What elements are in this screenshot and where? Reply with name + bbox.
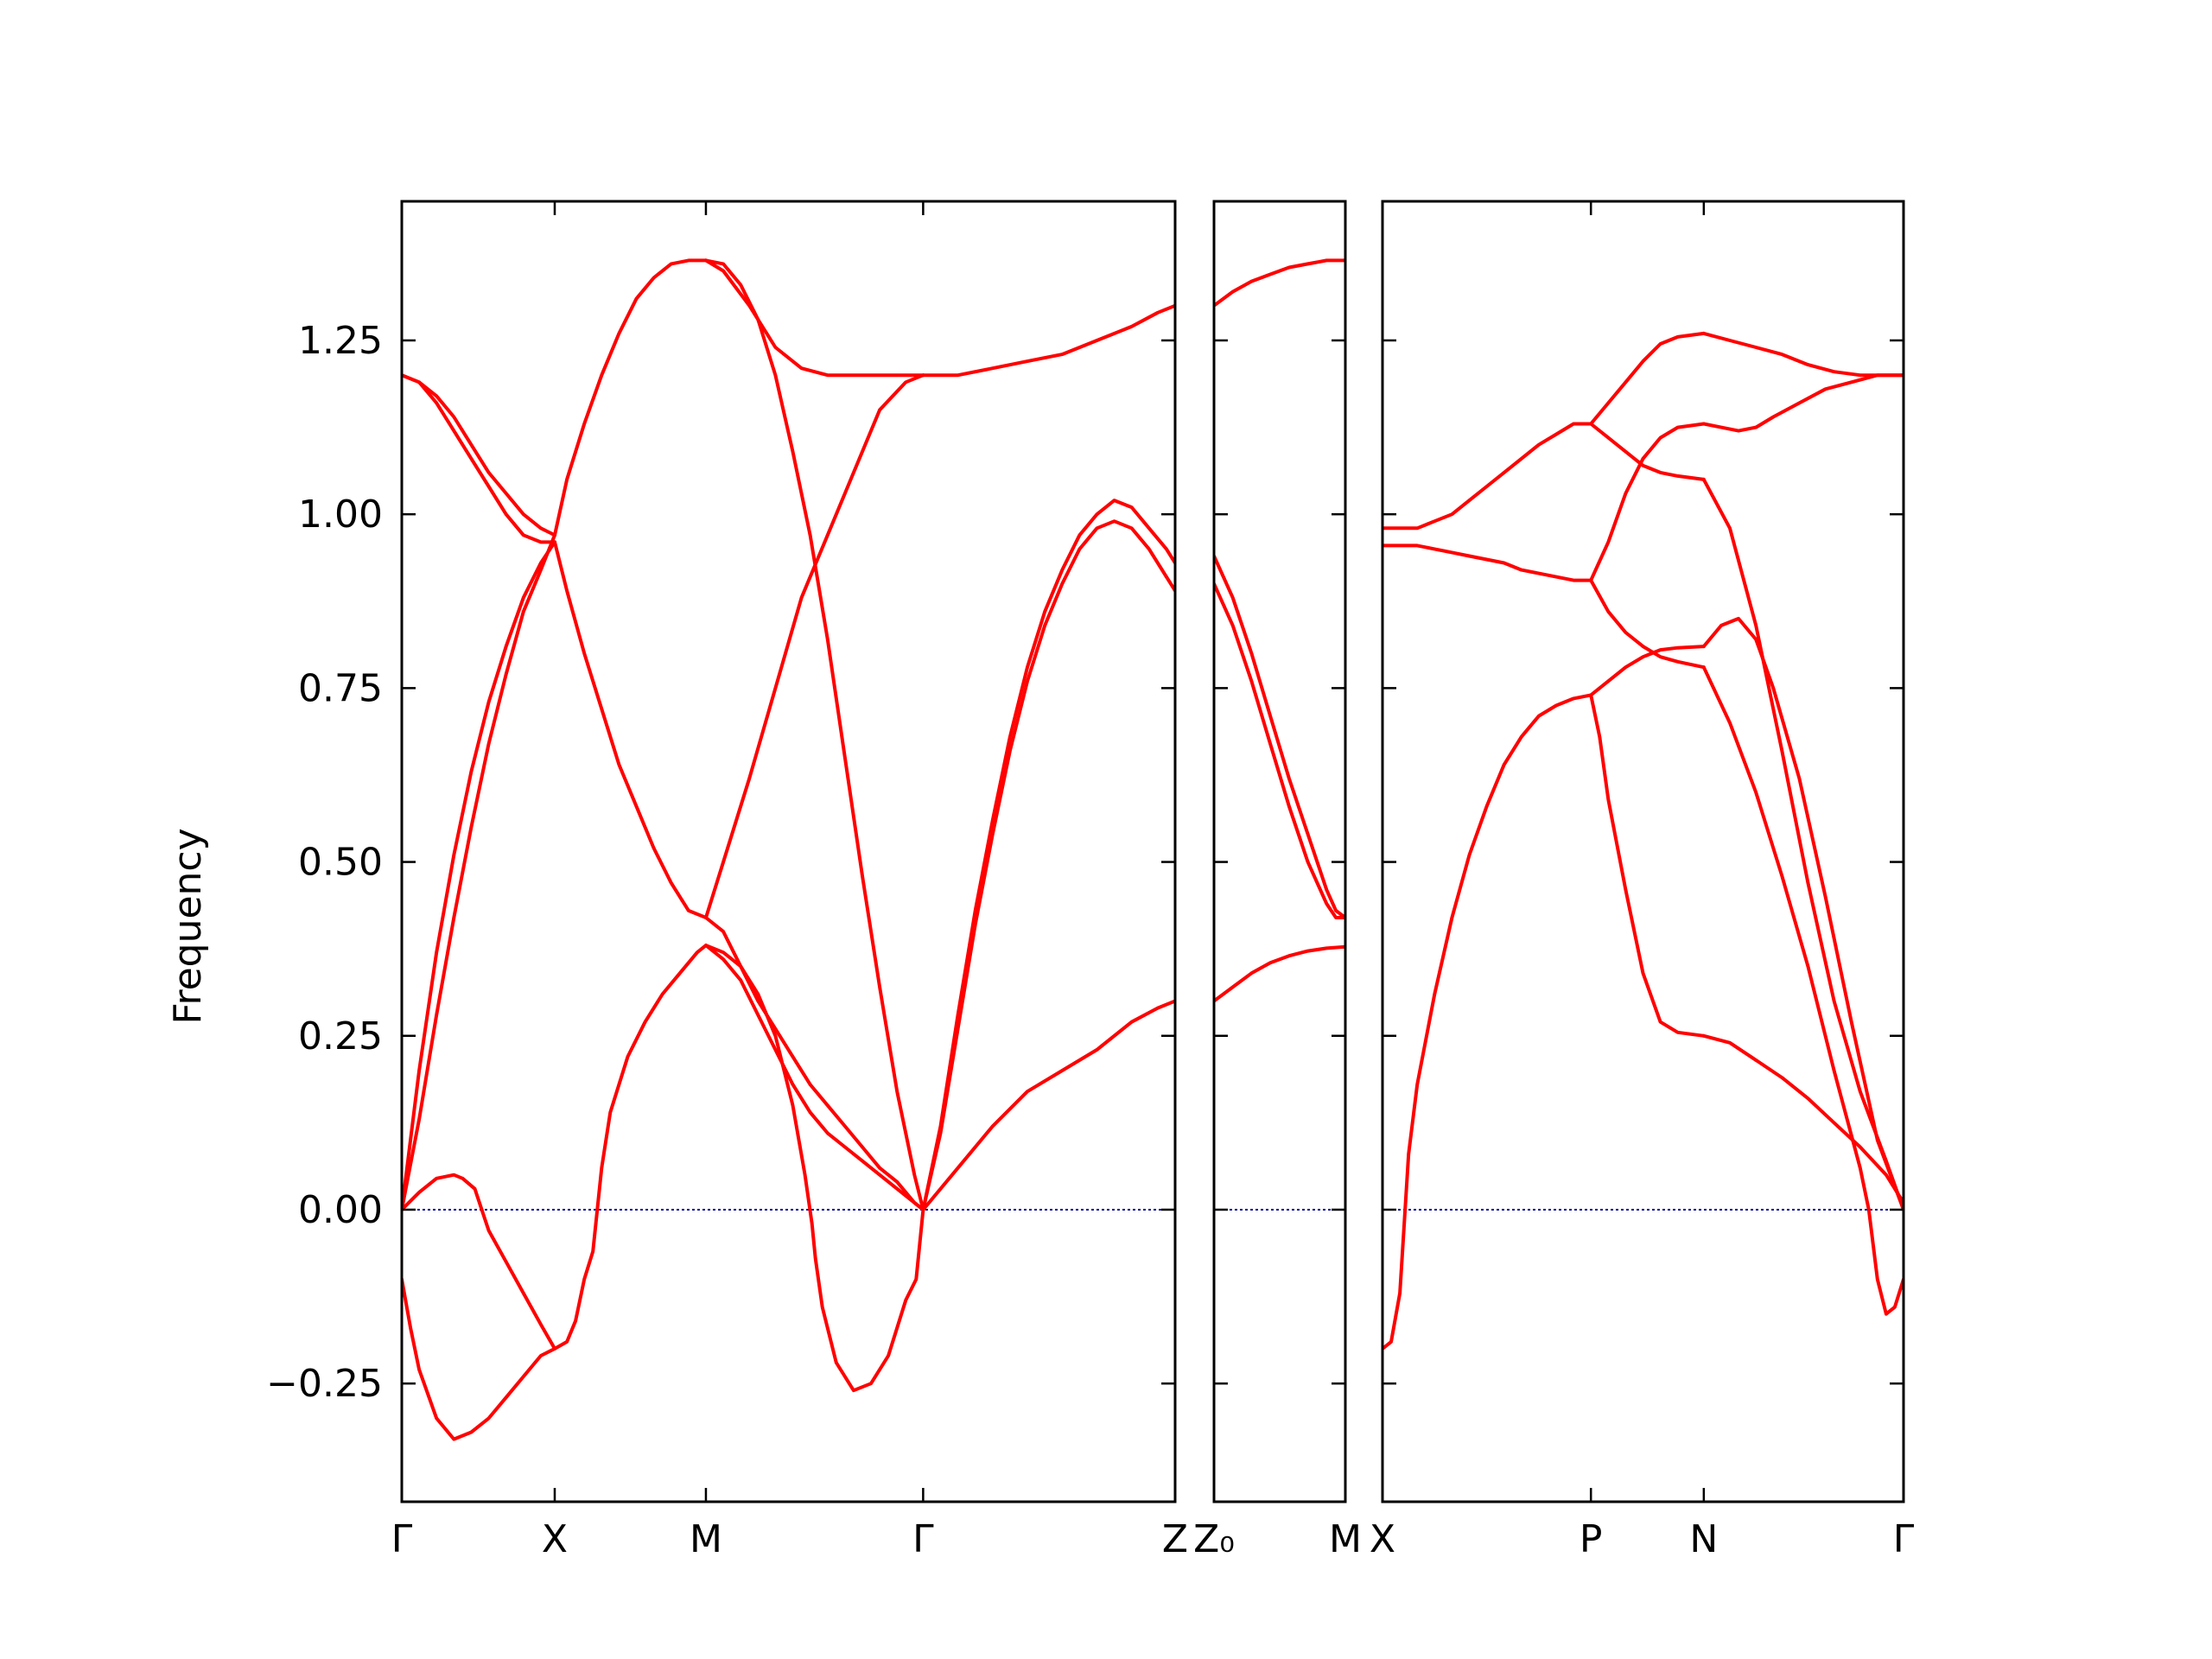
band-line-10 xyxy=(1701,331,1904,378)
band-line-14 xyxy=(1701,665,1904,1316)
band-line-11 xyxy=(1701,373,1904,433)
band-line-13 xyxy=(704,916,925,1211)
band-line-15 xyxy=(1701,1033,1904,1205)
x-tick-label: Γ xyxy=(391,1517,413,1561)
x-tick-label: M xyxy=(1329,1517,1362,1561)
band-line-3 xyxy=(402,540,556,1211)
x-tick-label: Z₀ xyxy=(1193,1517,1235,1561)
band-line-18 xyxy=(921,499,1175,1211)
band-line-4 xyxy=(1589,331,1706,426)
y-axis-label: Frequency xyxy=(166,828,210,1024)
band-line-9 xyxy=(553,944,708,1351)
band-line-8 xyxy=(553,258,708,537)
band-line-17 xyxy=(921,303,1175,378)
x-tick-label: M xyxy=(690,1517,722,1561)
y-tick-label: −0.25 xyxy=(266,1362,383,1406)
band-line-4 xyxy=(1214,944,1345,1003)
band-line-10 xyxy=(704,373,925,919)
band-line-1 xyxy=(1214,258,1345,308)
x-tick-label: X xyxy=(542,1517,568,1561)
band-line-15 xyxy=(704,944,925,1393)
band-line-8 xyxy=(1589,645,1706,697)
band-line-14 xyxy=(704,944,925,1211)
band-line-1 xyxy=(402,373,556,537)
band-line-5 xyxy=(402,1173,556,1351)
panels: −0.250.000.250.500.751.001.25Γ X M Γ Z Z₀ M X P N… xyxy=(266,200,1915,1561)
band-line-7 xyxy=(1589,578,1706,670)
band-line-1 xyxy=(1382,422,1593,531)
x-tick-label: Γ xyxy=(912,1517,934,1561)
x-tick-label: Z xyxy=(1162,1517,1188,1561)
chart-panel-1: −0.25 0.00 0.25 0.50 0.75 1.00 1.25 Γ X M Γ Z xyxy=(266,200,1188,1561)
plot-frame xyxy=(400,200,1177,1503)
y-tick-label: 0.25 xyxy=(298,1014,383,1058)
y-tick-label: 0.00 xyxy=(298,1188,383,1232)
band-line-19 xyxy=(921,519,1175,1211)
bands xyxy=(402,258,1175,1441)
plot-frame xyxy=(1381,200,1905,1503)
bands xyxy=(1214,258,1345,1003)
plot-frame xyxy=(1212,200,1347,1503)
band-line-16 xyxy=(921,999,1175,1211)
band-line-2 xyxy=(1214,554,1345,919)
band-line-13 xyxy=(1701,616,1904,1211)
y-tick-label: 0.50 xyxy=(298,841,383,885)
chart-panel-2: Z₀ M xyxy=(1193,200,1362,1561)
bands xyxy=(1382,331,1904,1351)
band-line-12 xyxy=(1701,477,1904,1211)
x-tick-label: X xyxy=(1370,1517,1395,1561)
band-line-4 xyxy=(402,533,556,1211)
band-line-11 xyxy=(704,258,925,378)
band-line-6 xyxy=(1589,422,1706,582)
x-tick-label: N xyxy=(1689,1517,1718,1561)
band-line-6 xyxy=(402,1277,556,1441)
band-line-5 xyxy=(1589,422,1706,481)
band-line-3 xyxy=(1214,582,1345,919)
x-tick-label: Γ xyxy=(1893,1517,1915,1561)
band-line-9 xyxy=(1589,693,1706,1038)
band-line-7 xyxy=(553,540,708,919)
y-tick-label: 1.25 xyxy=(298,319,383,363)
band-line-12 xyxy=(704,258,925,1211)
y-tick-label: 0.75 xyxy=(298,666,383,710)
band-line-2 xyxy=(1382,543,1593,582)
band-line-3 xyxy=(1382,693,1593,1351)
x-tick-label: P xyxy=(1580,1517,1603,1561)
y-tick-label: 1.00 xyxy=(298,493,383,537)
band-line-2 xyxy=(402,373,556,544)
